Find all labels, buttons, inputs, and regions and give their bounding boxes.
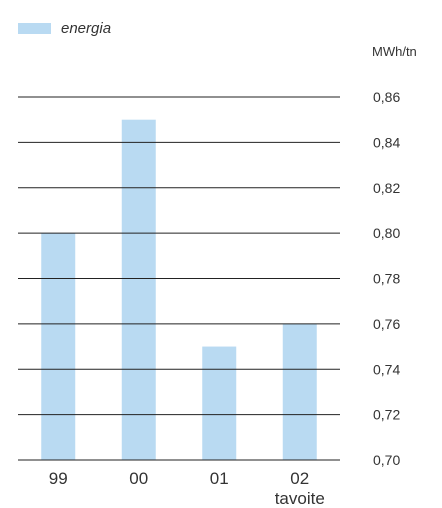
y-tick-label: 0,82 bbox=[373, 180, 400, 196]
y-axis-unit-label: MWh/tn bbox=[372, 44, 417, 59]
legend-label: energia bbox=[61, 20, 112, 37]
y-tick-label: 0,74 bbox=[373, 361, 400, 377]
y-tick-label: 0,84 bbox=[373, 134, 400, 150]
gridlines-group bbox=[18, 96, 340, 461]
x-tick-label: 01 bbox=[210, 469, 229, 488]
y-tick-label: 0,80 bbox=[373, 225, 400, 241]
legend-swatch bbox=[18, 23, 51, 34]
bar-00 bbox=[121, 119, 156, 460]
y-tick-label: 0,86 bbox=[373, 89, 400, 105]
bars-group bbox=[41, 119, 317, 460]
x-tick-label: 99 bbox=[49, 469, 68, 488]
bar-99 bbox=[41, 233, 76, 460]
chart-legend: energia bbox=[18, 20, 111, 37]
y-tick-label: 0,72 bbox=[373, 407, 400, 423]
x-tick-label: 02 bbox=[290, 469, 309, 488]
x-tick-sublabel: tavoite bbox=[275, 489, 325, 508]
x-tick-label: 00 bbox=[129, 469, 148, 488]
bar-01 bbox=[202, 346, 237, 460]
y-tick-label: 0,78 bbox=[373, 271, 400, 287]
bar-02 bbox=[282, 323, 317, 460]
y-tick-label: 0,70 bbox=[373, 452, 400, 468]
y-tick-labels-group: 0,86 0,84 0,82 0,80 0,78 0,76 0,74 0,72 0,70 bbox=[373, 89, 400, 468]
y-tick-label: 0,76 bbox=[373, 316, 400, 332]
